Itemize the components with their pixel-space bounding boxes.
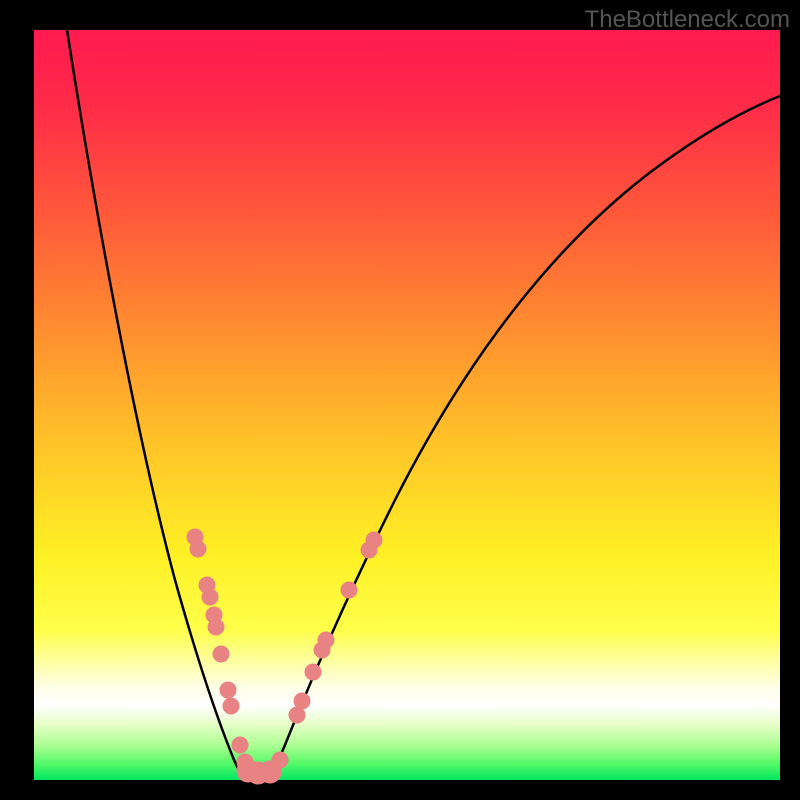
- data-point-marker: [202, 589, 218, 605]
- curve-segment: [67, 30, 250, 779]
- data-point-marker: [366, 532, 382, 548]
- data-point-marker: [220, 682, 236, 698]
- data-point-marker: [318, 632, 334, 648]
- data-point-marker: [213, 646, 229, 662]
- data-point-marker: [208, 619, 224, 635]
- data-point-marker: [341, 582, 357, 598]
- watermark-text: TheBottleneck.com: [585, 6, 790, 34]
- bottleneck-curves: [67, 30, 780, 779]
- chart-container: TheBottleneck.com: [0, 0, 800, 800]
- curve-segment: [260, 96, 780, 779]
- data-point-marker: [190, 541, 206, 557]
- data-point-marker: [223, 698, 239, 714]
- data-point-marker: [272, 752, 288, 768]
- data-point-marker: [294, 693, 310, 709]
- data-point-marker: [232, 737, 248, 753]
- data-point-marker: [305, 664, 321, 680]
- chart-overlay: [0, 0, 800, 800]
